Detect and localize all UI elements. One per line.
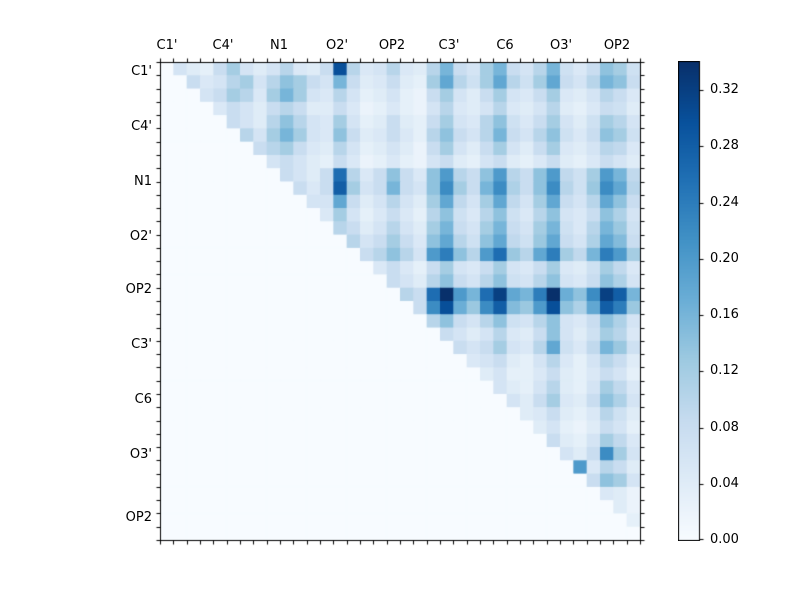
y-axis-tick-label: O3' <box>129 447 152 462</box>
colorbar-tick-label: 0.28 <box>710 138 739 154</box>
x-axis-tick-label: C4' <box>212 38 234 53</box>
y-axis-tick-label: C4' <box>131 119 152 134</box>
x-axis-tick-label: O2' <box>325 38 349 53</box>
y-axis-tick-label: C6 <box>134 392 152 407</box>
colorbar-tick-label: 0.20 <box>710 250 739 266</box>
colorbar-tick-label: 0.16 <box>710 307 739 323</box>
colorbar-tick-label: 0.00 <box>710 532 739 547</box>
y-axis-tick-label: O2' <box>129 229 152 244</box>
x-axis-tick-label: OP2 <box>603 38 631 53</box>
y-axis-tick-label: N1 <box>134 174 152 189</box>
x-axis-tick-label: N1 <box>270 38 288 53</box>
colorbar-tick-label: 0.32 <box>710 82 739 98</box>
colorbar-tick-label: 0.12 <box>710 363 739 379</box>
y-axis-tick-label: OP2 <box>125 510 152 525</box>
colorbar-tick-label: 0.24 <box>710 194 739 210</box>
y-axis-tick-label: OP2 <box>125 282 152 297</box>
y-axis-tick-label: C3' <box>131 337 152 352</box>
heatmap-canvas <box>152 54 648 548</box>
x-axis-tick-label: O3' <box>549 38 573 53</box>
x-axis-tick-label: OP2 <box>378 38 406 53</box>
colorbar-tick-label: 0.04 <box>710 475 739 491</box>
colorbar-tick-label: 0.08 <box>710 419 739 435</box>
y-axis-tick-label: C1' <box>131 64 152 79</box>
x-axis-tick-label: C3' <box>438 38 460 53</box>
colorbar <box>678 61 708 541</box>
x-axis-tick-label: C6 <box>496 38 514 53</box>
x-axis-tick-label: C1' <box>156 38 178 53</box>
